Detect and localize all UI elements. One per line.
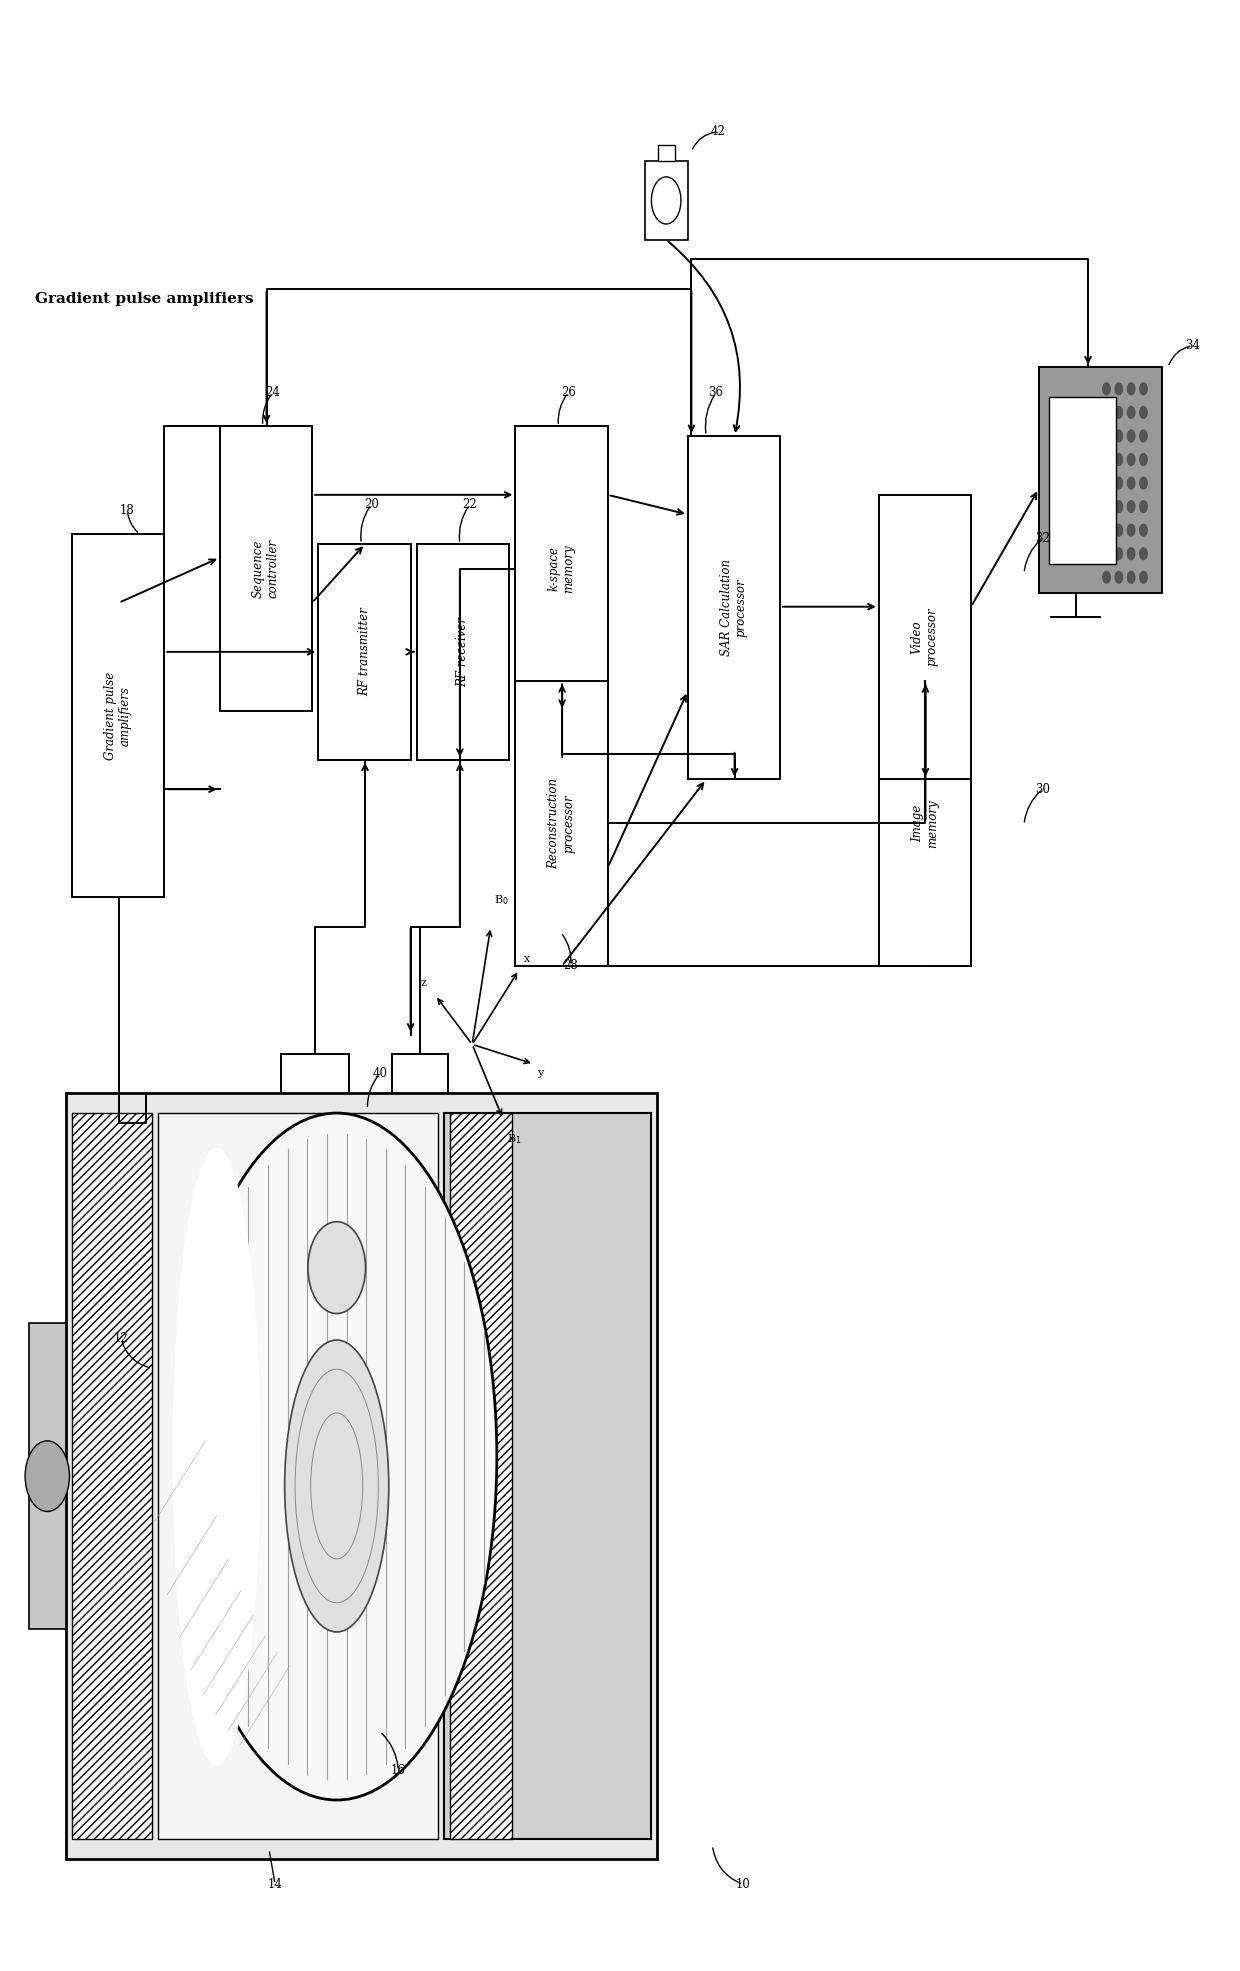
Text: k-space
memory: k-space memory bbox=[548, 544, 575, 593]
Text: x: x bbox=[525, 954, 531, 964]
Circle shape bbox=[1127, 382, 1135, 394]
Text: B$_1$: B$_1$ bbox=[507, 1133, 521, 1147]
Bar bbox=[219, 426, 312, 712]
Text: 34: 34 bbox=[1185, 339, 1200, 353]
Bar bbox=[879, 495, 971, 779]
Bar bbox=[319, 544, 410, 759]
Circle shape bbox=[1115, 524, 1122, 536]
Circle shape bbox=[1102, 548, 1110, 560]
Text: y: y bbox=[537, 1068, 543, 1078]
Circle shape bbox=[1140, 453, 1147, 465]
Circle shape bbox=[1115, 548, 1122, 560]
Text: Video
processor: Video processor bbox=[911, 607, 939, 666]
Text: RF transmitter: RF transmitter bbox=[358, 607, 371, 696]
Circle shape bbox=[1127, 501, 1135, 512]
Text: 14: 14 bbox=[268, 1878, 283, 1890]
Circle shape bbox=[1127, 477, 1135, 489]
Text: 30: 30 bbox=[1035, 782, 1050, 796]
Circle shape bbox=[1115, 453, 1122, 465]
Circle shape bbox=[1140, 572, 1147, 583]
Circle shape bbox=[1140, 477, 1147, 489]
Circle shape bbox=[1115, 430, 1122, 442]
Bar bbox=[516, 426, 608, 712]
Text: 12: 12 bbox=[114, 1332, 129, 1346]
Circle shape bbox=[651, 177, 681, 225]
Circle shape bbox=[1115, 477, 1122, 489]
Circle shape bbox=[1140, 548, 1147, 560]
Circle shape bbox=[1127, 524, 1135, 536]
Circle shape bbox=[1102, 501, 1110, 512]
Bar bbox=[159, 1114, 438, 1839]
Circle shape bbox=[1102, 477, 1110, 489]
Text: z: z bbox=[420, 978, 427, 987]
Text: Gradient pulse amplifiers: Gradient pulse amplifiers bbox=[35, 292, 253, 306]
Circle shape bbox=[308, 1222, 366, 1313]
Bar bbox=[66, 1094, 657, 1859]
Bar bbox=[444, 1114, 651, 1839]
Circle shape bbox=[1140, 501, 1147, 512]
Circle shape bbox=[1127, 548, 1135, 560]
Bar bbox=[72, 534, 164, 897]
Text: 16: 16 bbox=[391, 1764, 405, 1778]
Circle shape bbox=[1115, 501, 1122, 512]
Circle shape bbox=[1102, 406, 1110, 418]
Circle shape bbox=[1127, 453, 1135, 465]
Circle shape bbox=[1102, 572, 1110, 583]
Text: 32: 32 bbox=[1035, 532, 1050, 544]
Text: 20: 20 bbox=[363, 499, 378, 510]
Text: 36: 36 bbox=[708, 386, 724, 400]
Circle shape bbox=[25, 1441, 69, 1512]
Bar bbox=[1039, 367, 1162, 593]
Bar bbox=[29, 1323, 66, 1630]
Text: 24: 24 bbox=[265, 386, 280, 400]
Text: Reconstruction
processor: Reconstruction processor bbox=[548, 779, 575, 869]
Text: 42: 42 bbox=[711, 126, 725, 138]
Circle shape bbox=[1115, 382, 1122, 394]
Bar bbox=[879, 682, 971, 966]
Text: 10: 10 bbox=[735, 1878, 750, 1890]
Bar bbox=[688, 436, 780, 779]
Circle shape bbox=[1127, 406, 1135, 418]
Circle shape bbox=[1127, 430, 1135, 442]
Circle shape bbox=[1102, 453, 1110, 465]
Circle shape bbox=[1102, 382, 1110, 394]
Text: B$_0$: B$_0$ bbox=[495, 893, 510, 907]
Ellipse shape bbox=[172, 1147, 260, 1766]
Circle shape bbox=[1140, 524, 1147, 536]
Bar bbox=[657, 146, 675, 162]
Text: Gradient pulse
amplifiers: Gradient pulse amplifiers bbox=[104, 672, 133, 759]
Circle shape bbox=[1102, 430, 1110, 442]
Text: Image
memory: Image memory bbox=[911, 800, 939, 848]
Text: SAR Calculation
processor: SAR Calculation processor bbox=[720, 560, 748, 656]
Bar bbox=[417, 544, 510, 759]
Text: 40: 40 bbox=[372, 1068, 387, 1080]
Bar bbox=[645, 162, 688, 240]
Circle shape bbox=[1115, 406, 1122, 418]
Circle shape bbox=[1102, 524, 1110, 536]
Circle shape bbox=[1140, 430, 1147, 442]
Text: 28: 28 bbox=[563, 960, 578, 972]
Bar bbox=[450, 1114, 512, 1839]
Bar bbox=[516, 682, 608, 966]
Text: 26: 26 bbox=[560, 386, 575, 400]
Ellipse shape bbox=[285, 1340, 389, 1632]
Bar bbox=[1049, 396, 1116, 564]
Circle shape bbox=[1140, 382, 1147, 394]
Text: RF receiver: RF receiver bbox=[456, 617, 470, 686]
Ellipse shape bbox=[176, 1114, 497, 1800]
Circle shape bbox=[1127, 572, 1135, 583]
Text: 22: 22 bbox=[463, 499, 477, 510]
Text: 18: 18 bbox=[120, 505, 135, 516]
Circle shape bbox=[1115, 572, 1122, 583]
Circle shape bbox=[1140, 406, 1147, 418]
Bar bbox=[72, 1114, 153, 1839]
Text: Sequence
controller: Sequence controller bbox=[252, 538, 280, 597]
